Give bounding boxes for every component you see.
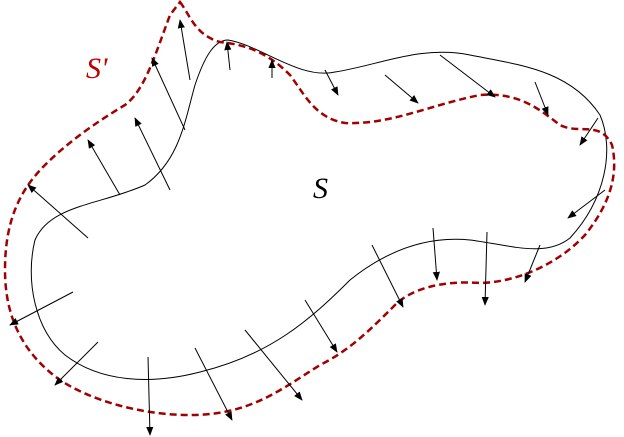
surface-s-prime — [3, 0, 616, 417]
label-s: S — [313, 172, 328, 205]
normal-arrows — [9, 19, 606, 436]
label-s-prime: S' — [86, 52, 108, 85]
surface-s — [30, 39, 608, 380]
